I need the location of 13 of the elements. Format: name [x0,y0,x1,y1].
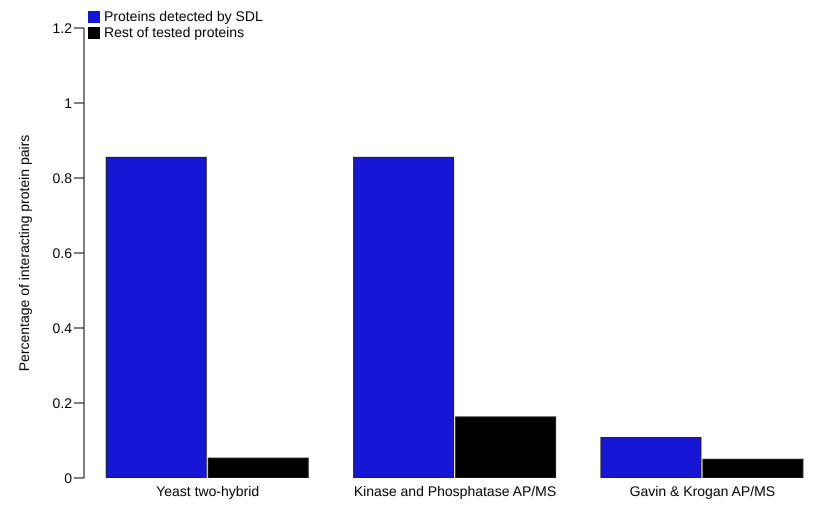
legend-label: Proteins detected by SDL [104,8,263,24]
y-tick-label: 0.8 [52,170,72,186]
y-tick-label: 0.2 [52,394,72,411]
x-tick-label: Kinase and Phosphatase AP/MS [354,482,556,499]
y-axis-title: Percentage of interacting protein pairs [16,134,32,372]
y-tick-label: 0.6 [52,244,72,261]
y-tick-label: 0 [64,470,72,486]
y-tick-label: 1.2 [52,20,72,36]
y-tick-label: 1 [64,94,72,111]
x-tick-label: Gavin & Krogan AP/MS [630,482,776,499]
legend-label: Rest of tested proteins [104,24,244,40]
y-tick-label: 0.4 [52,320,72,336]
x-tick-label: Yeast two-hybrid [156,482,260,499]
